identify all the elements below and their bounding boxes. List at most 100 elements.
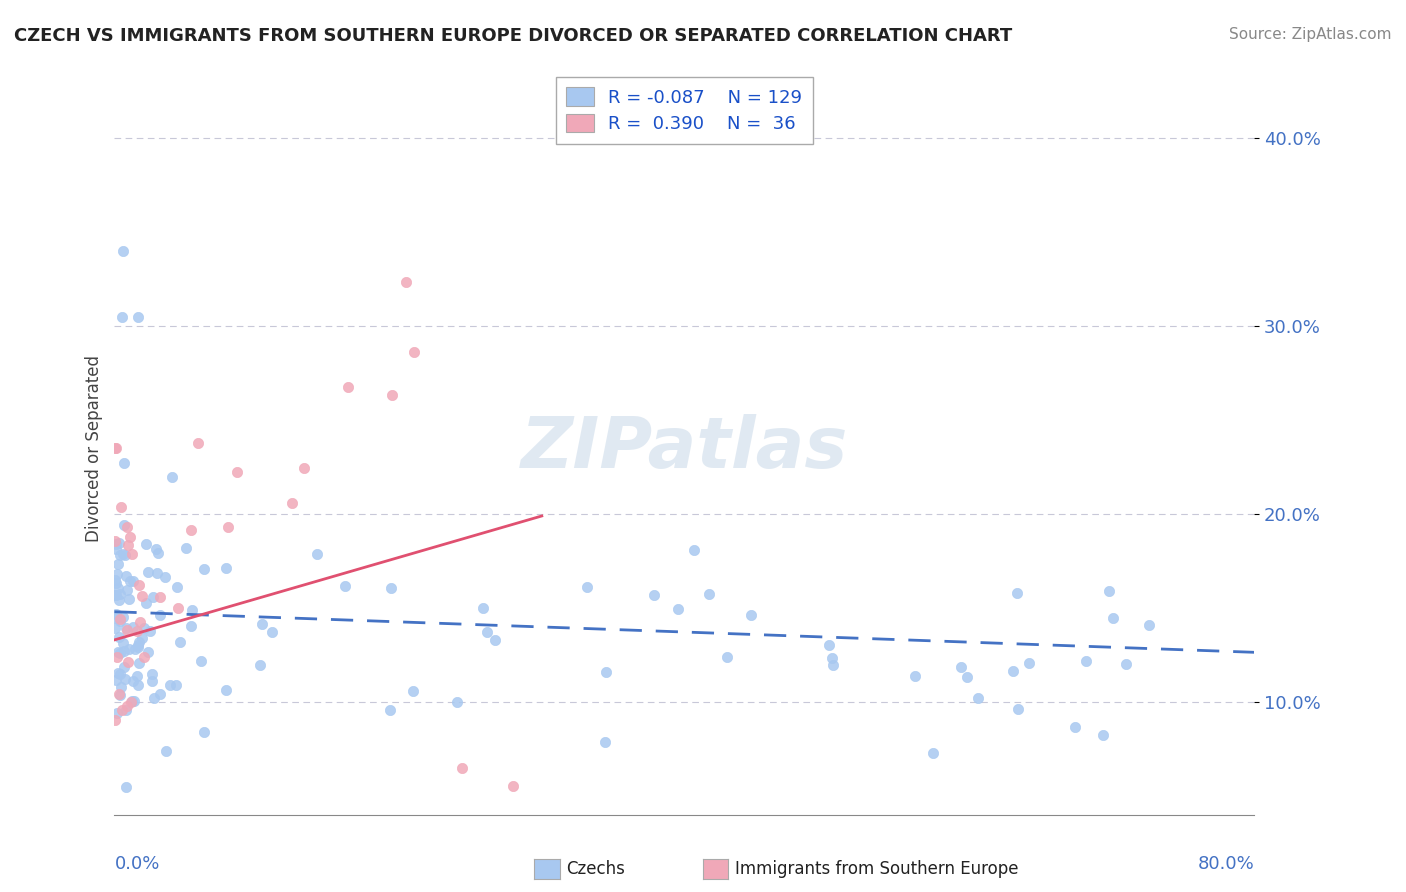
Point: [955, 670, 977, 684]
Point: [821, 650, 844, 665]
Point: [477, 624, 499, 639]
Point: [107, 557, 129, 571]
Point: [141, 666, 163, 681]
Point: [108, 614, 131, 628]
Point: [121, 694, 143, 708]
Point: [127, 638, 149, 652]
Point: [141, 673, 163, 688]
Point: [402, 683, 425, 698]
Point: [176, 541, 198, 556]
Point: [595, 665, 617, 680]
Point: [112, 643, 135, 657]
Point: [1139, 618, 1161, 632]
Point: [250, 616, 273, 631]
Point: [104, 442, 127, 456]
Point: [716, 650, 738, 665]
Point: [118, 591, 141, 606]
Text: CZECH VS IMMIGRANTS FROM SOUTHERN EUROPE DIVORCED OR SEPARATED CORRELATION CHART: CZECH VS IMMIGRANTS FROM SOUTHERN EUROPE…: [14, 27, 1012, 45]
Point: [142, 590, 165, 604]
Point: [949, 659, 972, 673]
Point: [108, 688, 131, 702]
Point: [180, 619, 202, 633]
Point: [1098, 583, 1121, 598]
Point: [108, 536, 131, 550]
Point: [111, 609, 134, 624]
Point: [149, 687, 172, 701]
Text: Czechs: Czechs: [567, 860, 626, 878]
Point: [128, 656, 150, 670]
Point: [125, 624, 148, 638]
Point: [104, 536, 127, 550]
Point: [128, 615, 150, 629]
Point: [823, 658, 845, 673]
Point: [122, 620, 145, 634]
Point: [281, 496, 304, 510]
Point: [1007, 702, 1029, 716]
Point: [118, 642, 141, 657]
Point: [118, 530, 141, 544]
Point: [193, 561, 215, 575]
Point: [1018, 656, 1040, 670]
Point: [262, 625, 284, 640]
Point: [107, 687, 129, 701]
Point: [576, 580, 599, 594]
Point: [817, 638, 839, 652]
Point: [104, 534, 127, 549]
Point: [105, 575, 128, 590]
Point: [1102, 611, 1125, 625]
Point: [115, 520, 138, 534]
Point: [131, 589, 153, 603]
Point: [115, 621, 138, 635]
Point: [121, 547, 143, 561]
Point: [107, 592, 129, 607]
Point: [160, 470, 183, 484]
Legend: R = -0.087    N = 129, R =  0.390    N =  36: R = -0.087 N = 129, R = 0.390 N = 36: [555, 77, 813, 145]
Point: [107, 630, 129, 644]
Point: [112, 244, 135, 259]
Point: [128, 578, 150, 592]
Point: [139, 624, 162, 638]
Point: [108, 549, 131, 563]
Point: [142, 690, 165, 705]
Point: [111, 703, 134, 717]
Point: [167, 601, 190, 615]
Point: [110, 500, 132, 514]
Point: [108, 586, 131, 600]
Text: 80.0%: 80.0%: [1198, 855, 1254, 873]
Point: [697, 587, 720, 601]
Point: [190, 654, 212, 668]
Point: [682, 543, 704, 558]
Point: [108, 611, 131, 625]
Point: [146, 566, 169, 581]
Point: [112, 517, 135, 532]
Point: [127, 310, 149, 324]
Point: [402, 345, 425, 359]
Point: [115, 780, 138, 794]
Point: [472, 600, 495, 615]
Point: [666, 601, 689, 615]
Point: [1115, 657, 1137, 672]
Point: [107, 645, 129, 659]
Point: [108, 646, 131, 660]
Point: [136, 565, 159, 579]
Point: [446, 695, 468, 709]
Point: [169, 635, 191, 649]
Point: [333, 579, 356, 593]
Point: [108, 666, 131, 681]
Point: [1005, 585, 1028, 599]
Point: [105, 706, 128, 721]
Point: [104, 607, 127, 621]
Point: [136, 645, 159, 659]
Point: [1002, 664, 1025, 678]
Point: [145, 542, 167, 557]
Point: [395, 275, 418, 289]
Point: [104, 713, 127, 727]
Point: [595, 735, 617, 749]
Point: [112, 660, 135, 674]
Point: [159, 678, 181, 692]
Point: [105, 673, 128, 687]
Point: [107, 581, 129, 595]
Point: [381, 388, 404, 402]
Point: [105, 649, 128, 664]
Point: [128, 635, 150, 649]
